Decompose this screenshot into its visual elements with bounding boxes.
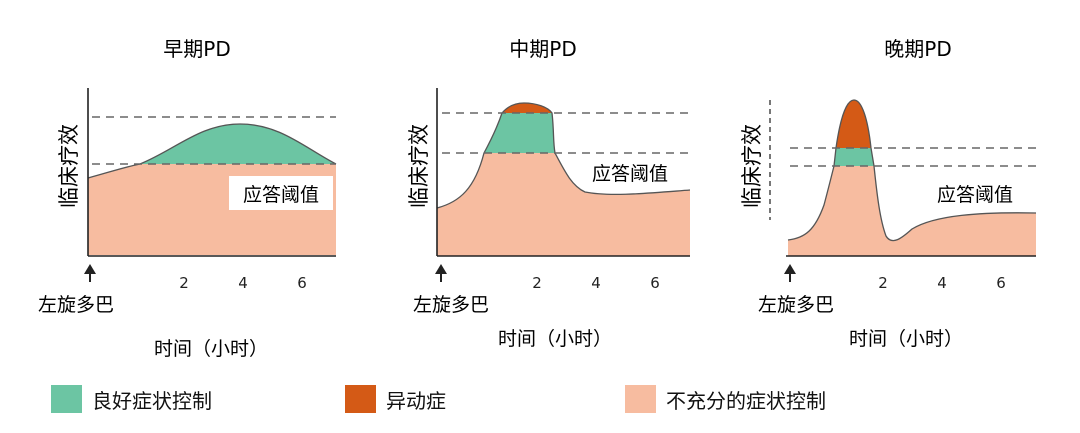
legend-swatch-insufficient-control [625,385,656,413]
efficacy-curve [87,123,337,179]
panel-title: 中期PD [509,37,576,61]
x-tick-label: 4 [937,274,947,292]
panel-title: 早期PD [163,37,230,61]
threshold-label-background [229,176,333,210]
y-axis-label: 临床疗效 [407,124,431,208]
good-control-area [484,113,555,153]
x-axis-label: 时间（小时） [154,338,268,360]
panel-early: 早期PD 应答阈值 临床疗效 2 4 6 左旋多巴 时间（小时） [38,37,337,360]
x-axis-label: 时间（小时） [849,328,963,350]
good-control-area [834,148,874,166]
legend-item-insufficient-control: 不充分的症状控制 [625,384,826,414]
legend-label: 良好症状控制 [92,388,212,413]
levodopa-label: 左旋多巴 [758,294,834,316]
threshold-label: 应答阈值 [937,184,1013,206]
x-tick-label: 4 [238,274,248,292]
threshold-label: 应答阈值 [243,184,319,206]
legend-item-dyskinesia: 异动症 [345,384,446,414]
x-tick-label: 2 [878,274,888,292]
threshold-label-background [922,176,1028,210]
x-tick-label: 6 [650,274,660,292]
x-tick-label: 2 [532,274,542,292]
panel-title: 晚期PD [884,37,951,61]
levodopa-arrow-icon [84,264,96,282]
insufficient-control-area [788,166,1036,256]
dyskinesia-area [836,100,871,148]
x-tick-label: 6 [297,274,307,292]
dyskinesia-area [502,103,552,113]
efficacy-curve [436,102,691,209]
x-axis-label: 时间（小时） [498,328,612,350]
insufficient-control-area [437,153,690,256]
x-tick-label: 6 [996,274,1006,292]
legend-label: 不充分的症状控制 [666,388,826,413]
levodopa-arrow-icon [784,264,796,282]
legend: 良好症状控制 异动症 不充分的症状控制 [0,378,1080,428]
y-axis-label: 临床疗效 [740,124,764,208]
panel-middle: 中期PD 应答阈值 临床疗效 2 4 6 左旋多巴 时间（小时） [407,37,691,350]
legend-swatch-dyskinesia [345,385,376,413]
x-tick-labels: 2 4 6 [532,274,660,292]
levodopa-label: 左旋多巴 [38,294,114,316]
x-tick-label: 4 [591,274,601,292]
y-axis-label: 临床疗效 [57,124,81,208]
x-tick-label: 2 [179,274,189,292]
x-tick-labels: 2 4 6 [878,274,1006,292]
efficacy-curve [787,99,1037,242]
levodopa-label: 左旋多巴 [413,294,489,316]
legend-swatch-good-control [51,385,82,413]
legend-item-good-control: 良好症状控制 [51,384,212,414]
panel-late: 晚期PD 应答阈值 临床疗效 2 4 6 左旋多巴 时间（小时） [740,37,1037,350]
good-control-area [140,124,336,164]
legend-label: 异动症 [386,388,446,413]
threshold-label: 应答阈值 [592,163,668,185]
x-tick-labels: 2 4 6 [179,274,307,292]
levodopa-arrow-icon [435,264,447,282]
